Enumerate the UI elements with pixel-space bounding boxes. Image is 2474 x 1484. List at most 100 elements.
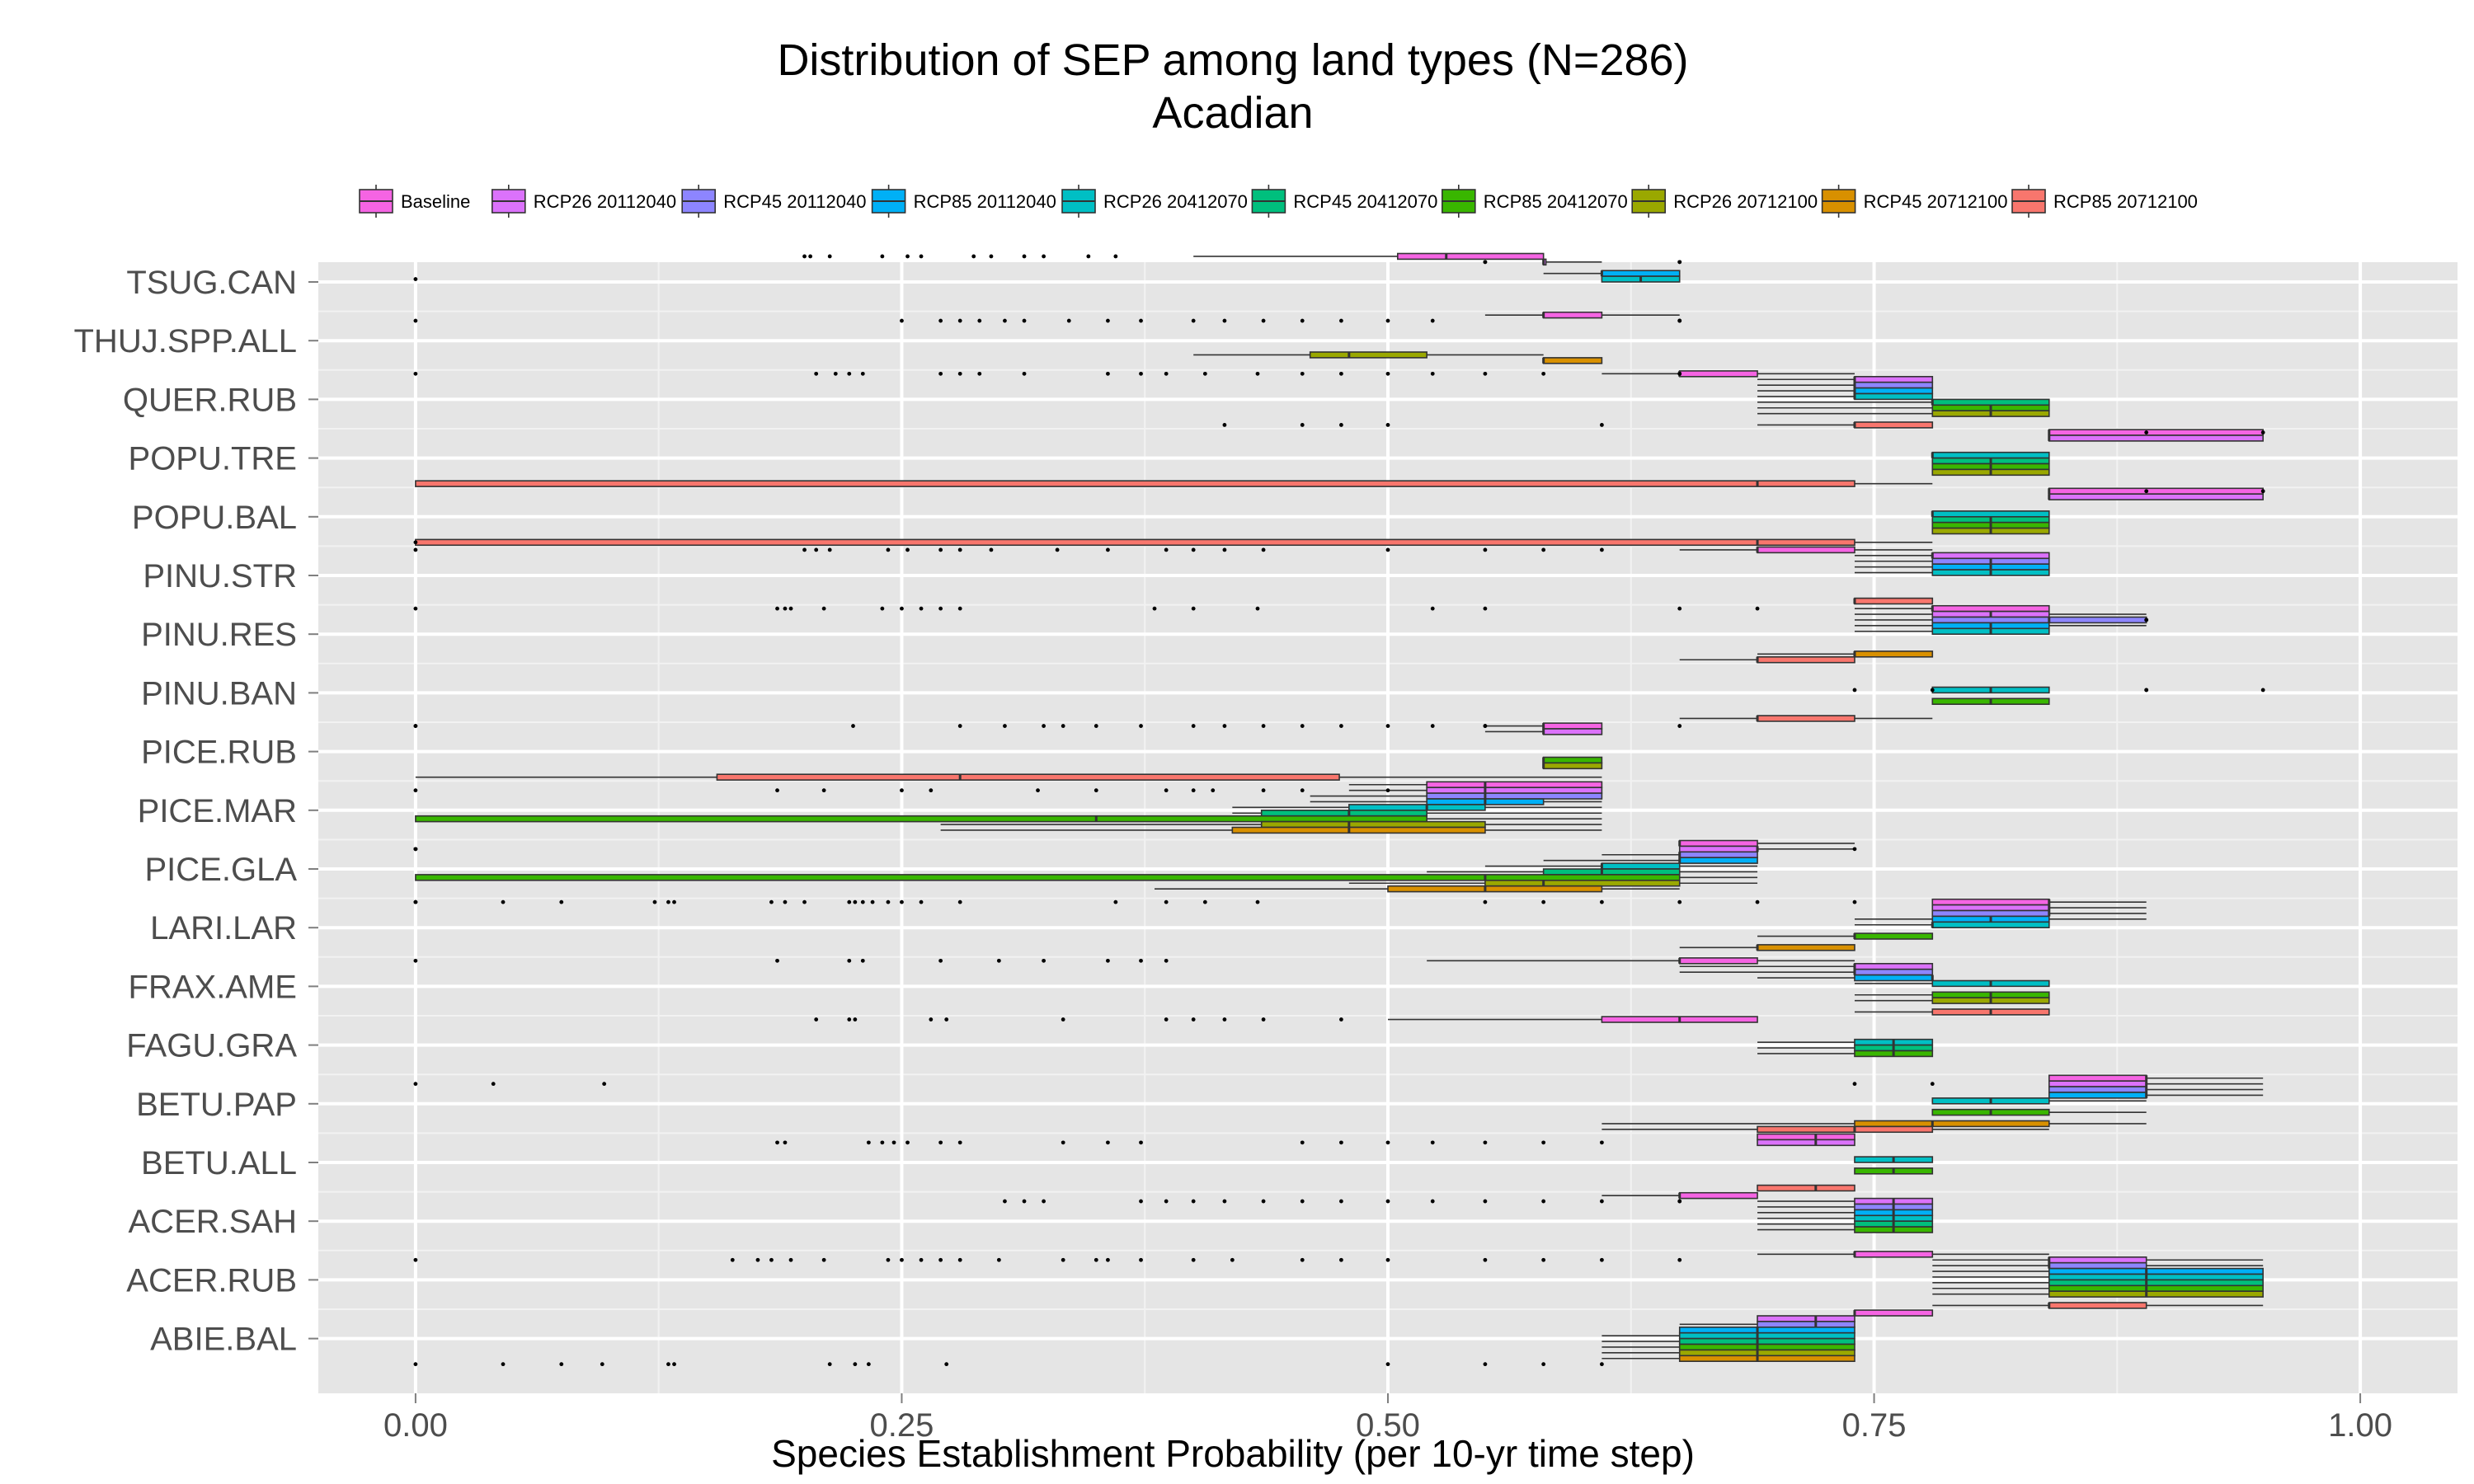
outlier-point xyxy=(1541,547,1546,552)
outlier-point xyxy=(1430,318,1435,323)
box xyxy=(1678,1327,1856,1334)
y-tick-label: PICE.MAR xyxy=(138,793,297,829)
outlier-point xyxy=(1385,1362,1390,1367)
legend-label: RCP45 20712100 xyxy=(1864,191,2008,212)
outlier-point xyxy=(1042,1199,1047,1204)
outlier-point xyxy=(1483,1140,1488,1145)
outlier-point xyxy=(1113,254,1118,259)
outlier-point xyxy=(501,1362,506,1367)
outlier-point xyxy=(847,371,852,376)
box xyxy=(1542,762,1603,770)
outlier-point xyxy=(1600,1140,1604,1145)
outlier-point xyxy=(652,899,657,904)
outlier-point xyxy=(1003,1199,1007,1204)
box xyxy=(1678,851,1758,859)
outlier-point xyxy=(2144,618,2149,622)
outlier-point xyxy=(919,254,924,259)
box xyxy=(1542,728,1603,735)
outlier-point xyxy=(1261,1017,1266,1021)
outlier-point xyxy=(413,1362,418,1367)
outlier-point xyxy=(413,899,418,904)
outlier-point xyxy=(1483,1199,1488,1204)
box xyxy=(1678,1355,1856,1363)
box xyxy=(1931,921,2050,929)
outlier-point xyxy=(1600,423,1604,427)
outlier-point xyxy=(1300,1140,1305,1145)
outlier-point xyxy=(851,724,855,728)
box xyxy=(1931,898,2050,906)
outlier-point xyxy=(1113,899,1118,904)
box xyxy=(1678,370,1758,378)
outlier-point xyxy=(1385,788,1390,793)
outlier-point xyxy=(938,1140,943,1145)
outlier-point xyxy=(559,899,564,904)
outlier-point xyxy=(808,254,813,259)
outlier-point xyxy=(821,1257,826,1262)
y-tick-label: BETU.ALL xyxy=(141,1145,297,1181)
box xyxy=(1854,650,1934,658)
outlier-point xyxy=(1852,847,1857,852)
outlier-point xyxy=(1339,1140,1343,1145)
y-tick-label: THUJ.SPP.ALL xyxy=(74,323,298,359)
outlier-point xyxy=(775,606,779,611)
outlier-point xyxy=(1483,1257,1488,1262)
outlier-point xyxy=(1300,318,1305,323)
y-tick-label: QUER.RUB xyxy=(123,382,297,418)
outliers-layer xyxy=(413,254,2265,1367)
x-axis-title: Species Establishment Probability (per 1… xyxy=(771,1432,1695,1475)
outlier-point xyxy=(1164,1017,1169,1021)
x-axis: 0.00 0.25 0.50 0.75 1.00 xyxy=(383,1393,2392,1444)
outlier-point xyxy=(1677,1199,1682,1204)
outlier-point xyxy=(1677,260,1682,265)
outlier-point xyxy=(2260,489,2265,494)
box xyxy=(2048,434,2264,442)
outlier-point xyxy=(672,899,676,904)
box xyxy=(1757,546,1856,554)
outlier-point xyxy=(769,899,774,904)
outlier-point xyxy=(1541,1199,1546,1204)
legend-label: RCP45 20412070 xyxy=(1293,191,1437,212)
outlier-point xyxy=(1139,1199,1143,1204)
outlier-point xyxy=(847,899,852,904)
outlier-point xyxy=(1339,423,1343,427)
outlier-point xyxy=(730,1257,735,1262)
box xyxy=(1931,909,2050,918)
outlier-point xyxy=(1230,1257,1235,1262)
major-gridlines xyxy=(318,262,2458,1393)
outlier-point xyxy=(1541,899,1546,904)
outlier-point xyxy=(1255,606,1260,611)
outlier-point xyxy=(1852,1082,1857,1087)
outlier-point xyxy=(413,547,418,552)
box xyxy=(2048,1092,2147,1099)
outlier-point xyxy=(1061,1140,1065,1145)
outlier-point xyxy=(886,899,891,904)
box xyxy=(2048,1074,2147,1082)
outlier-point xyxy=(413,958,418,963)
outlier-point xyxy=(1600,1257,1604,1262)
box xyxy=(2048,429,2264,436)
x-tick-label: 0.00 xyxy=(383,1407,448,1444)
outlier-point xyxy=(775,958,779,963)
outlier-point xyxy=(957,899,962,904)
outlier-point xyxy=(938,606,943,611)
outlier-point xyxy=(1339,724,1343,728)
box xyxy=(1542,868,1681,876)
box xyxy=(1931,552,2050,560)
outlier-point xyxy=(600,1362,604,1367)
box xyxy=(2048,487,2264,495)
outlier-point xyxy=(1483,1362,1488,1367)
outlier-point xyxy=(1300,1257,1305,1262)
box xyxy=(2048,1261,2147,1270)
outlier-point xyxy=(802,254,807,259)
outlier-point xyxy=(1385,724,1390,728)
outlier-point xyxy=(1385,1140,1390,1145)
box xyxy=(415,538,1856,547)
box xyxy=(2048,1284,2264,1293)
box xyxy=(2048,1086,2147,1093)
box xyxy=(1678,845,1758,853)
box xyxy=(1678,1343,1856,1351)
outlier-point xyxy=(1003,318,1007,323)
outlier-point xyxy=(783,899,788,904)
boxes-layer xyxy=(415,252,2264,1363)
outlier-point xyxy=(802,547,807,552)
